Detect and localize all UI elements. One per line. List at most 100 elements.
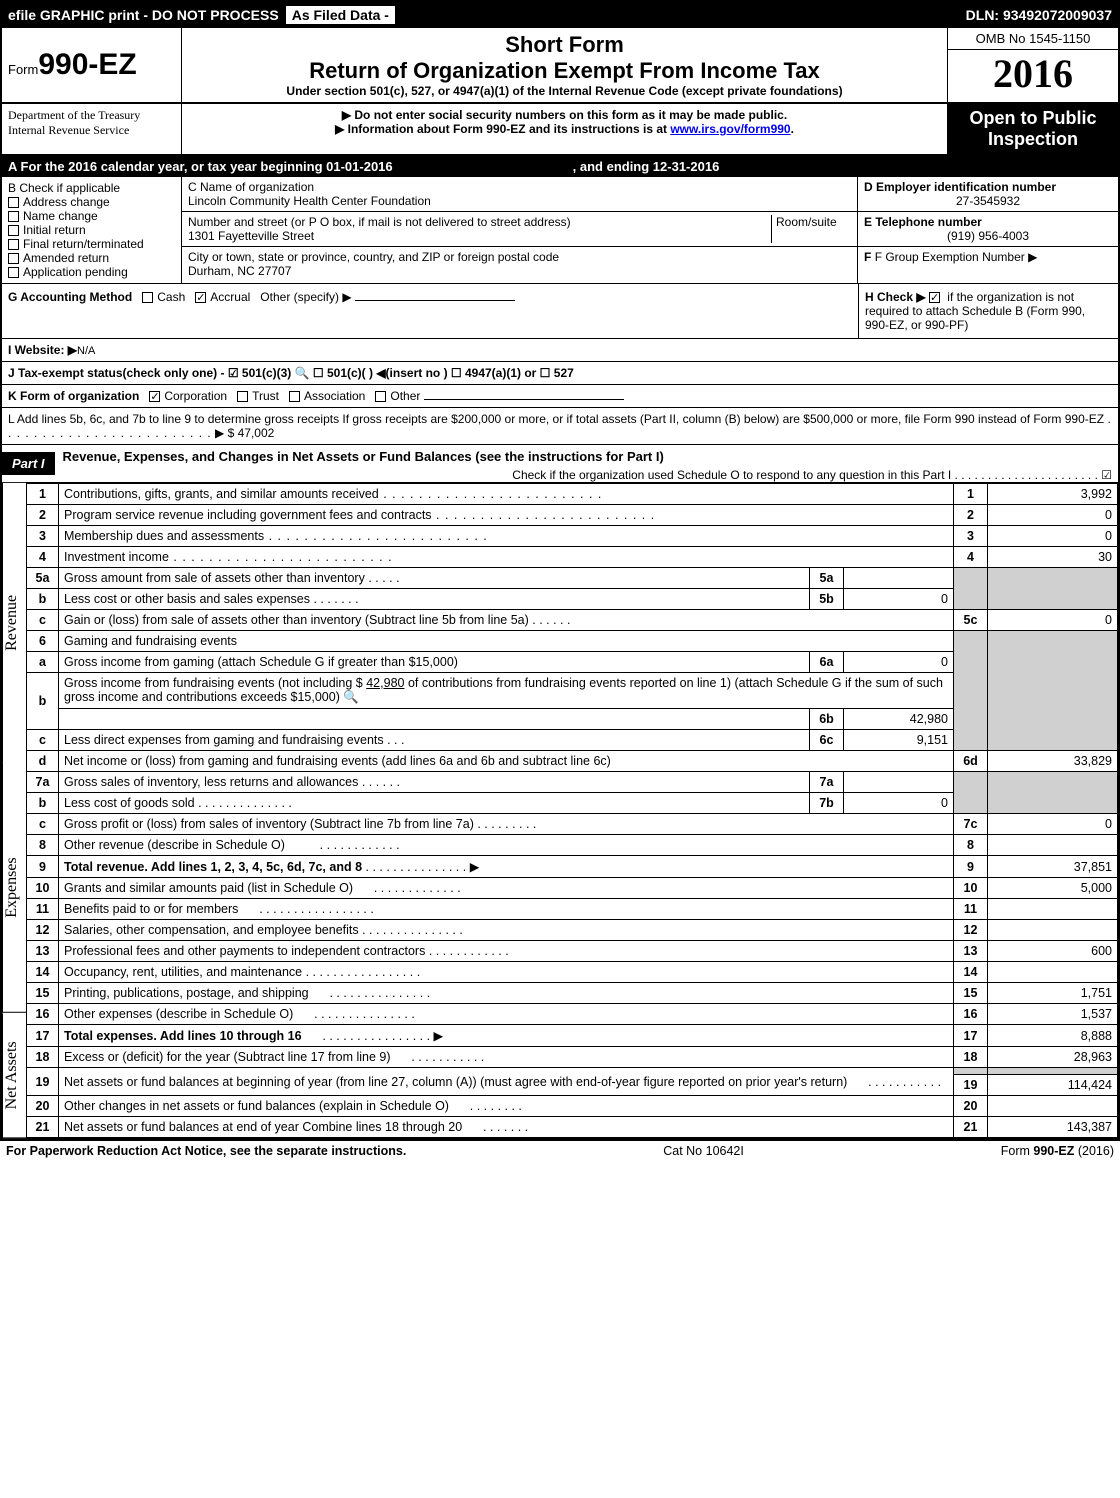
cb-name-change[interactable]: Name change [8,209,175,223]
l6c-desc: Less direct expenses from gaming and fun… [64,733,384,747]
city-cell: City or town, state or province, country… [182,247,857,281]
l7c-num: c [27,814,59,835]
efile-notice: efile GRAPHIC print - DO NOT PROCESS [8,7,279,23]
l5c-col: 5c [954,610,988,631]
l11-desc: Benefits paid to or for members [64,902,238,916]
irs-link[interactable]: www.irs.gov/form990 [670,122,790,136]
line-5a: 5aGross amount from sale of assets other… [27,568,1118,589]
cb-corporation[interactable] [149,391,160,402]
group-exemption-text: F Group Exemption Number ▶ [875,250,1038,264]
l7a-subamt [844,772,954,793]
l16-desc: Other expenses (describe in Schedule O) [64,1007,293,1021]
cb-cash[interactable] [142,292,153,303]
l19-col: 19 [954,1075,988,1096]
section-C: C Name of organization Lincoln Community… [182,177,858,283]
l7c-desc: Gross profit or (loss) from sales of inv… [64,817,474,831]
form-of-org-label: K Form of organization [8,389,139,403]
cb-association[interactable] [289,391,300,402]
instr-link-line: ▶ Information about Form 990-EZ and its … [186,122,943,136]
street-address: 1301 Fayetteville Street [188,229,771,243]
l4-num: 4 [27,547,59,568]
l5c-amt: 0 [988,610,1118,631]
section-H: H Check ▶ if the organization is not req… [858,284,1118,338]
cb-address-change[interactable]: Address change [8,195,175,209]
l2-num: 2 [27,505,59,526]
l6b-desc1: Gross income from fundraising events (no… [64,676,366,690]
l5b-desc: Less cost or other basis and sales expen… [64,592,310,606]
line-4: 4Investment income430 [27,547,1118,568]
cb-accrual[interactable] [195,292,206,303]
form-990ez-label: Form990-EZ [8,48,175,82]
l5c-desc: Gain or (loss) from sale of assets other… [64,613,529,627]
l8-num: 8 [27,835,59,856]
section-A: A For the 2016 calendar year, or tax yea… [2,156,1118,177]
l3-col: 3 [954,526,988,547]
l7a-sub: 7a [810,772,844,793]
cb-final-return[interactable]: Final return/terminated [8,237,175,251]
l6c-num: c [27,730,59,751]
header-center: Short Form Return of Organization Exempt… [182,28,948,102]
header-row-2: Department of the Treasury Internal Reve… [2,104,1118,156]
cb-amended-return[interactable]: Amended return [8,251,175,265]
org-name-label: C Name of organization [188,180,851,194]
l5a-num: 5a [27,568,59,589]
cb-label-final: Final return/terminated [23,237,144,251]
city-state-zip: Durham, NC 27707 [188,264,851,278]
l12-num: 12 [27,920,59,941]
other-org-input[interactable] [424,399,624,400]
open-line2: Inspection [952,129,1114,150]
l20-desc: Other changes in net assets or fund bala… [64,1099,449,1113]
B-label: B Check if applicable [8,181,175,195]
h-label: H Check ▶ [865,290,926,304]
l17-num: 17 [27,1025,59,1047]
section-I: I Website: ▶N/A [2,339,1118,362]
address-cell: Number and street (or P O box, if mail i… [182,212,857,247]
cb-other-org[interactable] [375,391,386,402]
l19-num: 19 [27,1068,59,1096]
cb-schedule-b[interactable] [929,292,940,303]
part1-schedO: Check if the organization used Schedule … [63,468,1118,482]
l12-col: 12 [954,920,988,941]
tax-exempt-status: J Tax-exempt status(check only one) - ☑ … [8,366,574,380]
l21-num: 21 [27,1117,59,1138]
cb-initial-return[interactable]: Initial return [8,223,175,237]
line-13: 13Professional fees and other payments t… [27,941,1118,962]
l20-num: 20 [27,1096,59,1117]
l7c-amt: 0 [988,814,1118,835]
phone-label: E Telephone number [864,215,1112,229]
other-specify-input[interactable] [355,300,515,301]
section-B: B Check if applicable Address change Nam… [2,177,182,283]
footer-right: Form 990-EZ (2016) [1001,1144,1114,1158]
l14-num: 14 [27,962,59,983]
cb-trust[interactable] [237,391,248,402]
footer: For Paperwork Reduction Act Notice, see … [0,1140,1120,1161]
open-line1: Open to Public [952,108,1114,129]
l7a-num: 7a [27,772,59,793]
l7b-sub: 7b [810,793,844,814]
l21-col: 21 [954,1117,988,1138]
part1-title-wrap: Revenue, Expenses, and Changes in Net As… [63,445,1118,482]
association-label: Association [304,389,365,403]
l6b-desc-amt: 42,980 [366,676,404,690]
line-15: 15Printing, publications, postage, and s… [27,983,1118,1004]
gross-receipts-amount: 47,002 [238,426,275,440]
l11-col: 11 [954,899,988,920]
line-14: 14Occupancy, rent, utilities, and mainte… [27,962,1118,983]
cb-application-pending[interactable]: Application pending [8,265,175,279]
l8-amt [988,835,1118,856]
l6-desc: Gaming and fundraising events [59,631,954,652]
line-17: 17Total expenses. Add lines 10 through 1… [27,1025,1118,1047]
line-12: 12Salaries, other compensation, and empl… [27,920,1118,941]
l5b-subamt: 0 [844,589,954,610]
line-1: 1Contributions, gifts, grants, and simil… [27,484,1118,505]
l1-amt: 3,992 [988,484,1118,505]
line-6: 6Gaming and fundraising events [27,631,1118,652]
l7b-num: b [27,793,59,814]
l2-desc: Program service revenue including govern… [64,508,432,522]
l7b-desc: Less cost of goods sold [64,796,195,810]
l13-amt: 600 [988,941,1118,962]
l6-num: 6 [27,631,59,652]
gross-receipts-prefix: ▶ $ [215,426,238,440]
form-number: 990-EZ [38,48,136,81]
form-990ez: efile GRAPHIC print - DO NOT PROCESS As … [0,0,1120,1140]
